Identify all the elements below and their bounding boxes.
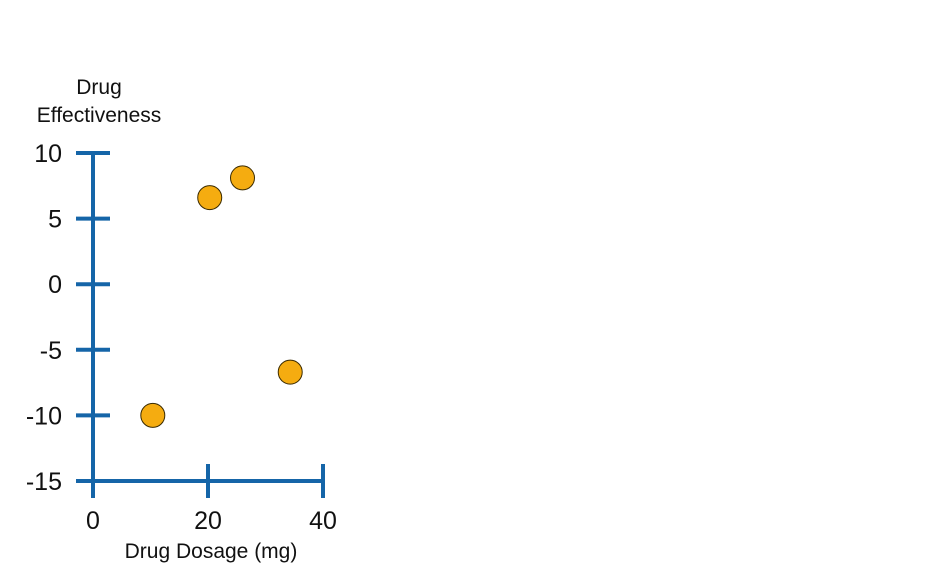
y-tick-label: -5 <box>40 337 62 365</box>
data-point <box>277 359 303 385</box>
x-axis-ticks: 0 20 40 <box>86 464 337 535</box>
y-axis-ticks: 10 5 0 -5 -10 -15 <box>26 140 110 496</box>
data-points <box>140 165 303 428</box>
y-tick-label: -10 <box>26 402 62 430</box>
x-tick-label: 20 <box>194 507 222 535</box>
x-tick-label: 40 <box>309 507 337 535</box>
y-tick-label: -15 <box>26 468 62 496</box>
y-axis-title-line-2: Effectiveness <box>37 104 162 127</box>
data-point <box>230 165 255 191</box>
y-axis-title-line-1: Drug <box>76 76 122 99</box>
y-tick-label: 10 <box>34 140 62 168</box>
x-axis-title: Drug Dosage (mg) <box>125 540 298 563</box>
data-point <box>140 402 166 428</box>
y-tick-label: 0 <box>48 271 62 299</box>
x-tick-label: 0 <box>86 507 100 535</box>
data-point <box>197 185 223 211</box>
y-tick-label: 5 <box>48 206 62 234</box>
